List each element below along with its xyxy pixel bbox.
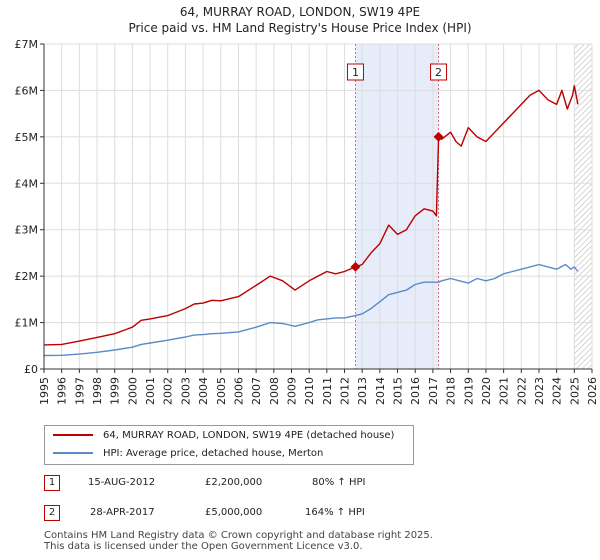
x-tick-label: 2020 (480, 377, 493, 405)
x-tick-label: 2012 (339, 377, 352, 405)
transaction-hpi-change: 80% ↑ HPI (312, 477, 366, 488)
series-line-hpi (43, 263, 579, 357)
x-tick-label: 2026 (586, 377, 599, 405)
y-tick-label: £0 (24, 363, 38, 376)
legend-item-hpi: HPI: Average price, detached house, Mert… (53, 445, 323, 463)
transaction-label-box (430, 63, 448, 81)
legend: 64, MURRAY ROAD, LONDON, SW19 4PE (detac… (44, 425, 414, 465)
x-tick-label: 1996 (56, 377, 69, 405)
transaction-point (350, 261, 361, 272)
y-tick-label: £7M (15, 38, 39, 51)
x-tick-label: 1995 (38, 377, 51, 405)
x-tick-label: 2011 (321, 377, 334, 405)
x-tick-label: 2008 (268, 377, 281, 405)
transaction-price: £2,200,000 (205, 477, 263, 488)
x-tick-label: 2025 (568, 377, 581, 405)
transaction-id-badge: 2 (44, 505, 60, 521)
y-tick-label: £4M (15, 177, 39, 190)
x-tick-label: 2018 (445, 377, 458, 405)
legend-label-hpi: HPI: Average price, detached house, Mert… (103, 448, 324, 459)
transaction-date: 15-AUG-2012 (88, 477, 156, 488)
shaded-period-band (355, 44, 439, 369)
x-tick-label: 2013 (356, 377, 369, 405)
x-tick-label: 2000 (126, 377, 139, 405)
x-tick-label: 2015 (392, 377, 405, 405)
transaction-date: 28-APR-2017 (90, 507, 155, 518)
y-tick-label: £6M (15, 84, 39, 97)
series-line-property (43, 85, 579, 346)
legend-swatch-hpi (53, 452, 93, 454)
transaction-label-text: 1 (352, 66, 359, 79)
forecast-hatched-region (574, 44, 592, 369)
legend-item-property: 64, MURRAY ROAD, LONDON, SW19 4PE (detac… (53, 427, 394, 445)
x-tick-label: 2024 (551, 377, 564, 405)
x-tick-label: 2001 (144, 377, 157, 405)
legend-label-property: 64, MURRAY ROAD, LONDON, SW19 4PE (detac… (103, 430, 395, 441)
x-tick-label: 2014 (374, 377, 387, 405)
transaction-price: £5,000,000 (205, 507, 263, 518)
x-tick-label: 1997 (73, 377, 86, 405)
x-tick-label: 2023 (533, 377, 546, 405)
y-tick-label: £3M (15, 224, 39, 237)
footer: Contains HM Land Registry data © Crown c… (44, 530, 433, 552)
y-tick-label: £1M (15, 317, 39, 330)
plot-area (44, 44, 592, 369)
chart-subtitle: Price paid vs. HM Land Registry's House … (128, 21, 472, 35)
y-tick-label: £2M (15, 270, 39, 283)
x-tick-label: 2002 (162, 377, 175, 405)
x-tick-label: 2019 (462, 377, 475, 405)
y-tick-label: £5M (15, 131, 39, 144)
transaction-label-box (346, 63, 364, 81)
x-tick-label: 2003 (179, 377, 192, 405)
x-tick-label: 2016 (409, 377, 422, 405)
footer-licence: This data is licensed under the Open Gov… (44, 541, 363, 552)
footer-copyright: Contains HM Land Registry data © Crown c… (44, 530, 433, 541)
transaction-hpi-change: 164% ↑ HPI (305, 507, 365, 518)
x-tick-label: 2009 (285, 377, 298, 405)
legend-swatch-property (53, 434, 93, 436)
x-tick-label: 2005 (215, 377, 228, 405)
x-tick-label: 2004 (197, 377, 210, 405)
x-tick-label: 2021 (498, 377, 511, 405)
x-tick-label: 2022 (515, 377, 528, 405)
x-tick-label: 2006 (232, 377, 245, 405)
transaction-point (433, 131, 444, 142)
price-chart: 1 2 £0 £1M £2M £3M £4M £5M £6M £7M 1995 1996 1997 19… (15, 38, 600, 405)
chart-title: 64, MURRAY ROAD, LONDON, SW19 4PE (179, 5, 421, 19)
x-tick-label: 2007 (250, 377, 263, 405)
transaction-label-text: 2 (435, 66, 442, 79)
x-tick-label: 1999 (109, 377, 122, 405)
transaction-id-badge: 1 (44, 475, 60, 491)
x-tick-label: 1998 (91, 377, 104, 405)
x-tick-label: 2017 (427, 377, 440, 405)
x-tick-label: 2010 (303, 377, 316, 405)
